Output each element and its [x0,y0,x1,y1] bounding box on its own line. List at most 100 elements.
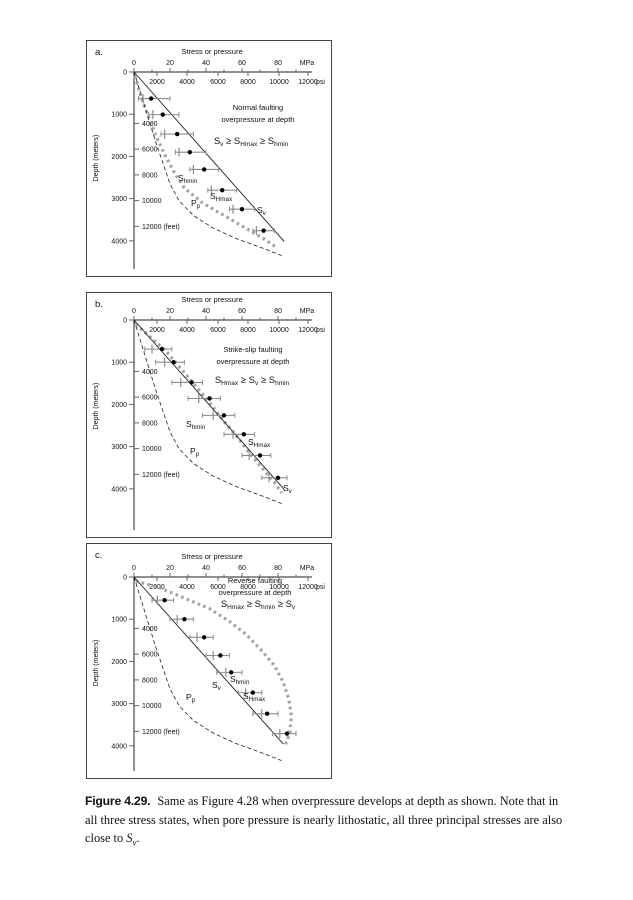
svg-text:6000: 6000 [142,652,158,659]
svg-text:2000: 2000 [111,402,127,409]
svg-text:Pp: Pp [190,446,200,458]
svg-text:1000: 1000 [111,112,127,119]
svg-text:20: 20 [166,308,174,315]
svg-text:12000: 12000 [298,584,318,591]
svg-text:4000: 4000 [111,743,127,750]
svg-text:20: 20 [166,60,174,67]
svg-text:SHmax ≥ Sv ≥ Shmin: SHmax ≥ Sv ≥ Shmin [215,375,290,387]
svg-text:6000: 6000 [210,327,226,334]
mpa-unit: MPa [300,308,315,315]
svg-text:Sv: Sv [212,680,222,692]
svg-text:6000: 6000 [210,584,226,591]
y-axis: 010002000300040004000600080001000012000 … [93,575,180,771]
y-axis-title: Depth (meters) [93,640,100,687]
svg-text:overpressure at depth: overpressure at depth [222,115,295,124]
svg-text:20: 20 [166,565,174,572]
svg-text:8000: 8000 [240,584,256,591]
psi-unit: psi [316,79,325,86]
svg-text:0: 0 [123,318,127,325]
figure-caption-body: Same as Figure 4.28 when overpressure de… [85,794,563,846]
svg-text:12000 (feet): 12000 (feet) [142,729,180,736]
svg-text:SHmax ≥ Shmin ≥ Sv: SHmax ≥ Shmin ≥ Sv [221,599,296,611]
svg-text:Shmin: Shmin [186,419,206,431]
svg-text:8000: 8000 [142,420,158,427]
svg-text:SHmax: SHmax [243,691,266,703]
svg-text:10000: 10000 [142,703,162,710]
mpa-unit: MPa [300,565,315,572]
annotations: Strike-slip faulting overpressure at dept… [186,345,293,495]
svg-text:Reverse faulting: Reverse faulting [228,576,282,585]
sv-lithostat-line [133,576,284,745]
y-axis-title: Depth (meters) [93,135,100,182]
panel-tag: c. [95,550,102,561]
svg-text:4000: 4000 [142,626,158,633]
data-points [144,344,288,483]
data-points [151,595,297,739]
x-axis-title: Stress or pressure [181,552,242,561]
svg-text:8000: 8000 [240,79,256,86]
svg-text:80: 80 [274,565,282,572]
svg-text:Pp: Pp [191,198,201,210]
svg-text:Shmin: Shmin [178,173,198,185]
x-axis: Stress or pressure 0 20 40 60 80 MPa 2000 4000 60… [132,47,325,86]
svg-text:6000: 6000 [210,79,226,86]
svg-text:1000: 1000 [111,360,127,367]
svg-text:4000: 4000 [111,486,127,493]
panel-a-chart: a. Stress or pressure 0 20 40 60 80 MPa 2000 4000… [86,40,332,277]
sv-lithostat-line [133,71,285,242]
svg-text:2000: 2000 [149,79,165,86]
svg-text:12000 (feet): 12000 (feet) [142,472,180,479]
x-axis: Stress or pressure 0 20 40 60 80 MPa 2000 4000 60… [132,552,325,591]
annotations: Reverse faulting overpressure at depth SHm… [186,576,296,704]
svg-text:Sv: Sv [283,483,293,495]
gray-dashed-curve-S_hmin [133,75,278,249]
svg-text:4000: 4000 [179,79,195,86]
panel-tag: b. [95,299,103,310]
svg-text:2000: 2000 [111,154,127,161]
sv-lithostat-line [133,319,285,490]
svg-text:12000 (feet): 12000 (feet) [142,224,180,231]
svg-text:2000: 2000 [111,659,127,666]
svg-text:4000: 4000 [179,584,195,591]
svg-text:8000: 8000 [142,172,158,179]
svg-text:80: 80 [274,60,282,67]
svg-text:8000: 8000 [142,677,158,684]
svg-text:6000: 6000 [142,147,158,154]
svg-text:10000: 10000 [269,584,289,591]
mpa-unit: MPa [300,60,315,67]
y-axis: 010002000300040004000600080001000012000 … [93,318,180,530]
svg-text:4000: 4000 [142,369,158,376]
x-axis-title: Stress or pressure [181,295,242,304]
pore-pressure-curve [133,319,282,504]
panel-b: b. Stress or pressure 0 20 40 60 80 MPa 2000 4000… [86,292,332,538]
figure-caption-label: Figure 4.29. [85,794,151,808]
svg-text:12000: 12000 [298,327,318,334]
svg-text:0: 0 [123,70,127,77]
panel-c: c. Stress or pressure 0 20 40 60 80 MPa 2000 4000… [86,543,332,779]
svg-text:10000: 10000 [142,198,162,205]
panel-tag: a. [95,47,103,58]
panel-a: a. Stress or pressure 0 20 40 60 80 MPa 2000 4000… [86,40,332,277]
svg-text:80: 80 [274,308,282,315]
pore-pressure-curve [133,71,282,256]
svg-text:60: 60 [238,308,246,315]
x-axis-title: Stress or pressure [181,47,242,56]
svg-text:2000: 2000 [149,327,165,334]
panel-frame [86,40,332,277]
y-axis: 010002000300040004000600080001000012000 … [93,70,180,269]
panel-b-chart: b. Stress or pressure 0 20 40 60 80 MPa 2000 4000… [86,292,332,538]
svg-text:Pp: Pp [186,692,196,704]
x-axis: Stress or pressure 0 20 40 60 80 MPa 2000 4000 60… [132,295,325,334]
y-axis-title: Depth (meters) [93,383,100,430]
svg-text:Strike-slip faulting: Strike-slip faulting [223,345,282,354]
svg-text:1000: 1000 [111,617,127,624]
caption-sv-symbol: Sv [126,831,137,848]
svg-text:60: 60 [238,60,246,67]
svg-text:8000: 8000 [240,327,256,334]
data-points [138,94,275,236]
figure-caption-end: . [136,831,140,846]
svg-text:SHmax: SHmax [210,191,233,203]
svg-text:10000: 10000 [269,327,289,334]
svg-text:SHmax: SHmax [248,437,271,449]
svg-text:0: 0 [132,565,136,572]
